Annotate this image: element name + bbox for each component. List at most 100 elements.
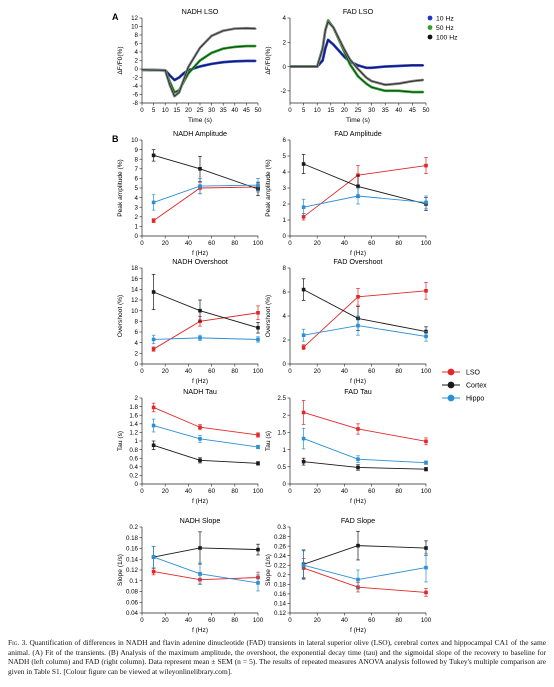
x-tick-label: 100 xyxy=(421,368,432,375)
y-tick-label: 0 xyxy=(283,361,287,368)
chart-fad_tau: FAD Tau 0 0.5 1 1.5 2 2.5 0 20 40 60 80 100 f (Hz) Tau… xyxy=(265,387,432,505)
y-axis-label: ΔF/F0(%) xyxy=(117,46,124,74)
y-tick-label: 1.5 xyxy=(277,430,286,437)
series-lso xyxy=(301,558,428,597)
y-tick-label: 0.14 xyxy=(126,556,139,563)
y-tick-label: 0 xyxy=(283,233,287,240)
chart-title: NADH LSO xyxy=(182,7,219,16)
x-tick-label: 20 xyxy=(162,240,169,247)
y-tick-label: 0 xyxy=(135,66,139,73)
x-tick-label: 40 xyxy=(185,240,192,247)
y-tick-label: 3 xyxy=(283,185,287,192)
y-tick-label: 6 xyxy=(135,176,139,183)
fit-line xyxy=(290,21,424,86)
x-tick-label: 30 xyxy=(368,107,375,114)
x-tick-label: 60 xyxy=(208,368,215,375)
legend-label: LSO xyxy=(466,369,481,376)
y-axis-label: Tau (s) xyxy=(117,431,124,451)
y-tick-label: 8 xyxy=(135,156,139,163)
x-tick-label: 40 xyxy=(341,368,348,375)
x-tick-label: 100 xyxy=(253,368,264,375)
x-axis-label: f (Hz) xyxy=(192,378,208,385)
y-tick-label: 0.2 xyxy=(277,572,286,579)
x-axis-label: f (Hz) xyxy=(350,378,366,385)
data-point xyxy=(151,405,156,410)
series-line xyxy=(303,461,427,470)
data-point xyxy=(301,345,306,349)
series-lso xyxy=(151,181,260,223)
y-tick-label: 8 xyxy=(135,32,139,39)
series-line xyxy=(153,186,259,222)
data-point xyxy=(198,308,202,313)
y-tick-label: 1 xyxy=(283,217,287,224)
figure-caption: Fig. 3. Quantification of differences in… xyxy=(8,638,546,676)
series-line xyxy=(153,154,259,190)
chart-title: NADH Overshoot xyxy=(172,257,228,266)
x-axis-label: f (Hz) xyxy=(350,498,366,505)
series-line xyxy=(303,438,427,464)
caption-text: Quantification of differences in NADH an… xyxy=(8,638,546,676)
x-tick-label: 0 xyxy=(288,368,292,375)
data-point xyxy=(301,205,306,209)
x-tick-label: 25 xyxy=(197,107,204,114)
data-point xyxy=(424,163,428,168)
x-tick-label: 20 xyxy=(162,368,169,375)
y-tick-label: 10 xyxy=(131,308,138,315)
chart-title: FAD Amplitude xyxy=(334,129,382,138)
y-tick-label: 2 xyxy=(135,351,139,358)
x-tick-label: 80 xyxy=(395,488,402,495)
data-point xyxy=(301,563,306,568)
y-tick-label: 2 xyxy=(135,214,139,221)
series-line xyxy=(303,567,427,593)
data-point xyxy=(151,569,156,574)
y-tick-label: 0 xyxy=(135,481,139,488)
y-tick-label: 0.8 xyxy=(129,447,138,454)
data-point xyxy=(424,467,428,472)
chart-title: FAD Slope xyxy=(341,516,375,525)
y-tick-label: 1 xyxy=(283,447,287,454)
y-tick-label: 10 xyxy=(131,137,138,144)
data-point xyxy=(356,427,360,431)
y-tick-label: 4 xyxy=(135,340,139,347)
x-tick-label: 0 xyxy=(140,107,144,114)
y-axis-label: ΔF/F0(%) xyxy=(265,46,272,74)
data-point xyxy=(356,323,360,328)
series-hippo xyxy=(151,545,260,592)
x-tick-label: 100 xyxy=(253,488,264,495)
fit-line xyxy=(290,20,424,93)
data-point xyxy=(424,565,428,570)
y-tick-label: 0.22 xyxy=(274,562,287,569)
y-tick-label: 12 xyxy=(131,15,138,22)
legend-label: Cortex xyxy=(466,382,487,389)
data-point xyxy=(198,458,202,463)
x-tick-label: 20 xyxy=(314,240,321,247)
legend-label: Hippo xyxy=(466,395,484,402)
series-line xyxy=(153,337,259,340)
series-line xyxy=(153,407,259,436)
y-tick-label: 0.18 xyxy=(126,535,139,542)
x-tick-label: 80 xyxy=(395,368,402,375)
y-tick-label: 0.6 xyxy=(129,455,138,462)
figure-label: Fig. 3. xyxy=(8,638,28,647)
data-point xyxy=(256,337,260,342)
series-lso xyxy=(151,402,260,438)
series-cortex xyxy=(301,154,428,211)
x-tick-label: 60 xyxy=(368,368,375,375)
y-tick-label: 0.2 xyxy=(129,524,138,531)
y-tick-label: 4 xyxy=(283,169,287,176)
data-point xyxy=(356,465,360,470)
series-cortex xyxy=(301,278,428,337)
y-tick-label: -6 xyxy=(132,92,138,99)
y-tick-label: 6 xyxy=(135,41,139,48)
y-axis-label: Peak amplitude (%) xyxy=(117,159,124,217)
x-tick-label: 25 xyxy=(355,107,362,114)
x-tick-label: 100 xyxy=(421,488,432,495)
y-axis-label: Slope (1/s) xyxy=(117,554,124,586)
series-line xyxy=(303,564,427,581)
series-lso xyxy=(151,568,260,585)
data-point xyxy=(198,167,202,171)
legend-marker xyxy=(427,15,433,21)
y-tick-label: 4 xyxy=(135,49,139,56)
x-tick-label: 40 xyxy=(341,240,348,247)
